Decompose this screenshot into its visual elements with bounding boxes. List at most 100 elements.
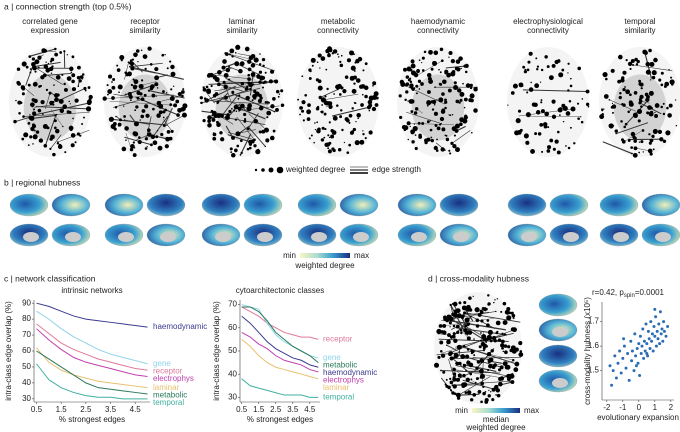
medial-wall (521, 232, 537, 242)
brain-node (28, 116, 33, 120)
brain-node (333, 93, 335, 95)
brain-node (164, 53, 166, 56)
brain-node (121, 146, 127, 152)
brain-node (647, 148, 653, 154)
x-tick-label: 1.5 (253, 405, 265, 414)
brain-node (362, 69, 365, 72)
brain-node (118, 91, 120, 94)
brain-node (638, 141, 641, 143)
brain-node (448, 316, 454, 322)
brain-node (414, 107, 419, 111)
brain-node (478, 345, 482, 349)
brain-node (411, 140, 415, 144)
brain-node (325, 142, 331, 147)
brain-node (321, 126, 325, 130)
brain-node (495, 394, 497, 396)
brain-node (170, 64, 175, 70)
brain-node (463, 311, 467, 315)
brain-node (206, 88, 212, 94)
brain-node (328, 121, 331, 124)
brain-node (221, 65, 226, 70)
brain-node (447, 385, 451, 390)
brain-node (642, 151, 644, 153)
brain-node (311, 64, 314, 67)
brain-node (482, 347, 486, 350)
medial-wall (160, 232, 176, 242)
brain-node (170, 88, 173, 91)
brain-node (517, 109, 522, 113)
brain-node (116, 68, 121, 72)
series-label: receptor (323, 335, 353, 344)
x-tick-label: 0.5 (31, 405, 43, 414)
brain-node (531, 102, 536, 107)
brain-node (650, 79, 652, 81)
brain-node (355, 58, 360, 64)
brain-node (239, 103, 245, 109)
brain-node (608, 123, 614, 129)
brain-node (498, 381, 503, 387)
brain-node (512, 327, 517, 333)
brain-node (434, 124, 438, 127)
legend-dot (261, 168, 265, 172)
brain-node (442, 323, 447, 328)
brain-node (540, 68, 544, 72)
brain-node (528, 51, 533, 56)
brain-node (262, 64, 265, 68)
brain-node (225, 67, 231, 73)
brain-node (415, 92, 418, 95)
brain-node (125, 139, 127, 141)
brain-node (49, 147, 52, 151)
brain-node (416, 69, 420, 73)
scatter-point (626, 351, 630, 355)
network-title: haemodynamic (411, 17, 465, 26)
brain-node (413, 123, 415, 125)
brain-node (231, 135, 236, 140)
brain-node (654, 114, 659, 118)
brain-node (469, 86, 473, 90)
brain-node (430, 138, 434, 143)
scatter-point (659, 332, 663, 336)
brain-node (81, 123, 84, 126)
scatter-point (635, 347, 639, 351)
scatter-point (666, 325, 670, 328)
brain-node (63, 82, 66, 86)
brain-edge (221, 94, 239, 117)
brain-node (631, 152, 633, 155)
brain-node (406, 121, 411, 126)
brain-node (37, 108, 42, 113)
brain-node (515, 118, 521, 124)
brain-node (624, 86, 626, 88)
brain-node (236, 144, 240, 148)
brain-node (16, 80, 21, 85)
brain-node (368, 130, 373, 135)
brain-node (565, 111, 571, 116)
brain-node (468, 296, 472, 300)
brain-node (274, 79, 279, 84)
brain-node (362, 130, 364, 132)
brain-node (418, 59, 421, 62)
brain-node (477, 390, 482, 394)
brain-node (342, 89, 347, 94)
brain-edge (633, 64, 673, 72)
brain-node (44, 127, 46, 129)
brain-node (525, 112, 531, 118)
brain-node (27, 144, 30, 147)
brain-node (246, 147, 250, 151)
brain-node (354, 102, 357, 105)
brain-node (211, 117, 216, 122)
brain-node (239, 139, 243, 143)
brain-node (452, 367, 456, 372)
brain-node (79, 75, 84, 79)
brain-node (618, 54, 623, 60)
brain-node (440, 369, 442, 372)
brain-node (465, 369, 467, 372)
brain-node (548, 75, 554, 81)
brain-node (323, 112, 327, 116)
brain-node (19, 101, 23, 105)
brain-node (207, 119, 211, 123)
brain-node (421, 61, 423, 64)
brain-node (139, 119, 141, 121)
brain-node (336, 104, 339, 107)
brain-node (490, 349, 494, 353)
brain-node (576, 102, 580, 105)
